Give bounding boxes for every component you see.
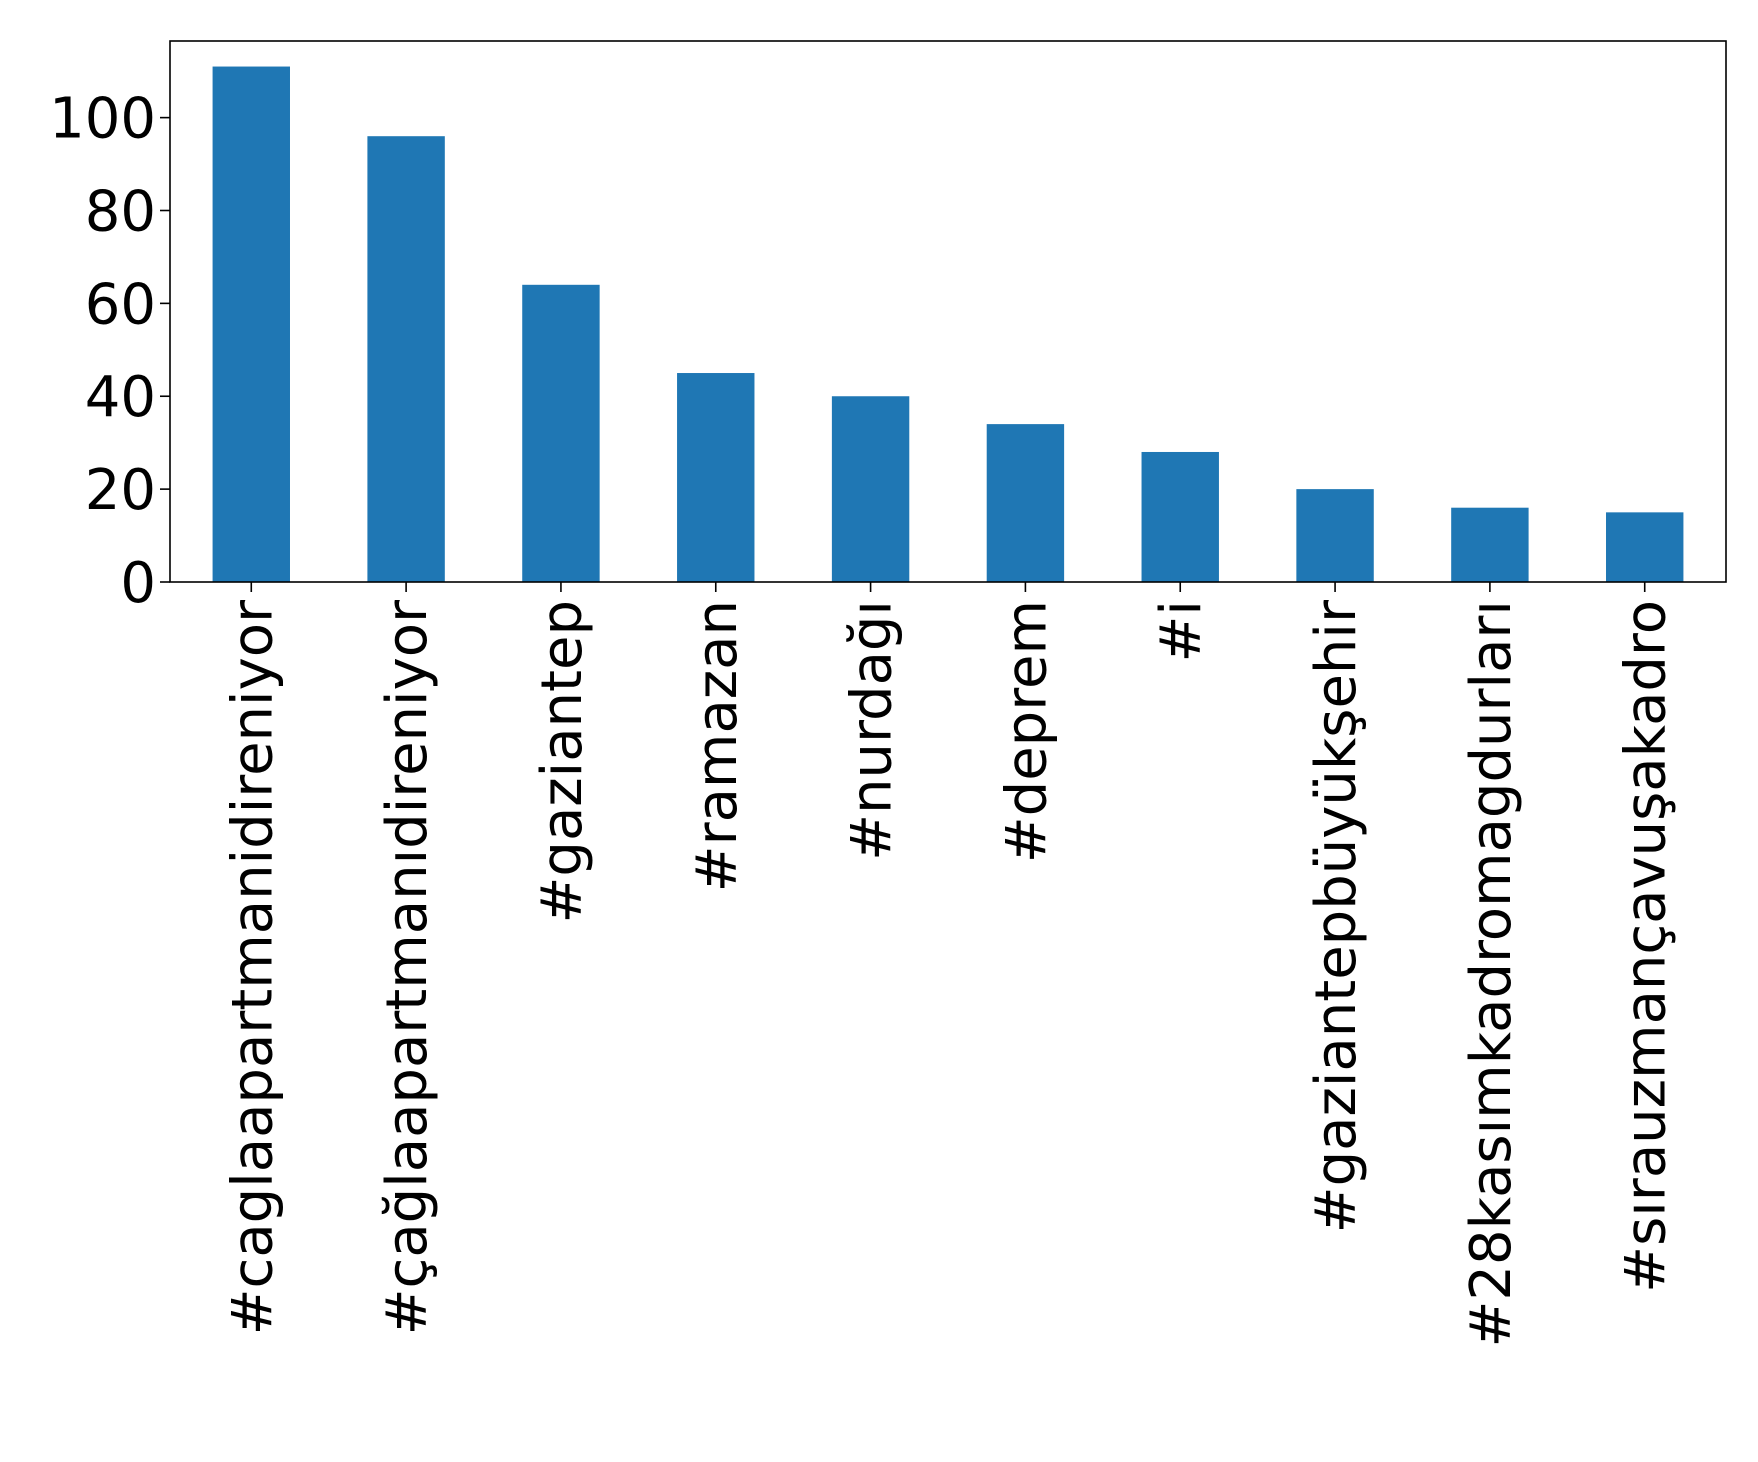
bar-5 bbox=[986, 424, 1065, 582]
bar-8 bbox=[1451, 507, 1529, 582]
bar-7 bbox=[1296, 489, 1374, 582]
x-tick-label-1: #çağlaapartmanıdireniyor bbox=[375, 599, 440, 1335]
y-axis: 0 20 40 60 80 100 bbox=[49, 87, 170, 616]
x-tick-label-7: #gaziantepbüyükşehir bbox=[1304, 599, 1369, 1233]
y-tick-label-3: 60 bbox=[85, 272, 156, 337]
x-tick-label-9: #sırauzmançavuşakadro bbox=[1614, 600, 1679, 1293]
x-tick-label-6: #i bbox=[1149, 600, 1214, 662]
bar-0 bbox=[212, 66, 290, 582]
plot-frame bbox=[169, 40, 1727, 583]
y-tick-label-1: 20 bbox=[85, 458, 156, 523]
x-axis: #caglaapartmanidireniyor #çağlaapartmanıd… bbox=[220, 582, 1679, 1348]
y-tick-label-2: 40 bbox=[85, 365, 156, 430]
x-tick-label-4: #nurdağı bbox=[840, 600, 905, 861]
x-tick-label-3: #ramazan bbox=[685, 600, 750, 892]
bar-9 bbox=[1606, 512, 1684, 582]
bars-group bbox=[212, 66, 1684, 582]
y-tick-label-4: 80 bbox=[85, 179, 156, 244]
y-tick-label-0: 0 bbox=[120, 551, 156, 616]
bar-6 bbox=[1141, 451, 1219, 582]
x-tick-label-5: #deprem bbox=[994, 600, 1059, 863]
x-tick-label-8: #28kasımkadromagdurları bbox=[1459, 600, 1524, 1348]
x-tick-label-0: #caglaapartmanidireniyor bbox=[220, 599, 285, 1335]
bar-3 bbox=[677, 373, 755, 582]
bar-2 bbox=[522, 284, 600, 582]
bar-4 bbox=[831, 396, 910, 582]
y-tick-label-5: 100 bbox=[49, 87, 156, 152]
bar-1 bbox=[367, 136, 445, 582]
x-tick-label-2: #gaziantep bbox=[530, 600, 595, 924]
